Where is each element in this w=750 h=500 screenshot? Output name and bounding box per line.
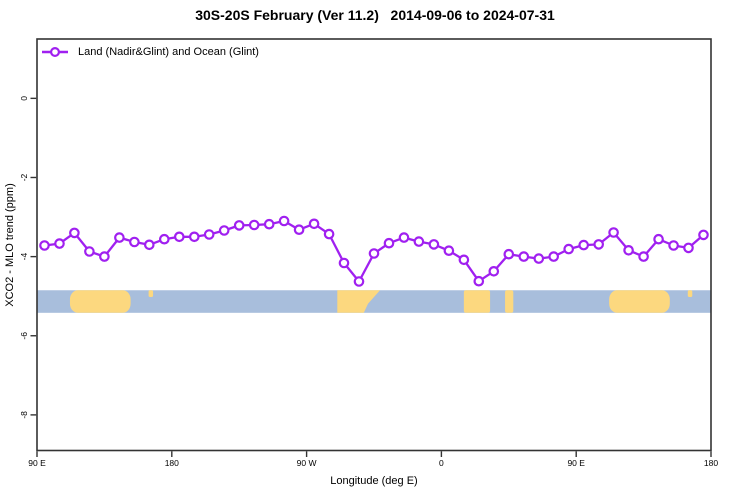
data-point-marker <box>174 231 185 243</box>
y-axis-title: XCO2 - MLO trend (ppm) <box>4 183 16 307</box>
data-point-marker <box>578 239 589 251</box>
data-point-marker <box>428 239 440 250</box>
legend-label: Land (Nadir&Glint) and Ocean (Glint) <box>78 46 259 58</box>
data-point-marker <box>84 246 95 257</box>
data-point-marker <box>69 227 80 239</box>
data-point-marker <box>338 257 350 269</box>
map-band-land-new-caledonia-repeat <box>687 290 693 298</box>
data-point-marker <box>683 242 694 254</box>
x-axis-tick-label: 180 <box>165 458 179 468</box>
data-point-marker <box>398 232 410 243</box>
data-point-marker <box>129 236 140 248</box>
data-point-marker <box>308 218 320 230</box>
map-band-land-australia <box>69 290 131 313</box>
data-point-marker <box>278 215 290 227</box>
data-point-marker <box>248 219 260 231</box>
map-band-land-madagascar <box>505 290 514 313</box>
data-point-marker <box>473 275 485 287</box>
data-point-marker <box>443 245 455 256</box>
y-axis-tick-label: -6 <box>19 332 29 340</box>
map-band-land-australia-repeat <box>609 290 670 313</box>
data-point-marker <box>114 232 125 243</box>
data-point-marker <box>413 236 425 247</box>
data-point-marker <box>263 218 275 230</box>
chart-title: 30S-20S February (Ver 11.2) 2014-09-06 t… <box>195 7 555 23</box>
data-point-marker <box>668 240 679 251</box>
data-point-marker <box>323 228 335 240</box>
data-point-marker <box>218 225 230 236</box>
data-point-marker <box>623 245 634 256</box>
map-band-ocean <box>37 290 711 313</box>
data-point-marker <box>383 237 395 249</box>
y-axis-tick-label: -2 <box>19 173 29 181</box>
legend-line-marker-icon <box>42 46 68 58</box>
y-axis-tick-label: 0 <box>19 96 29 101</box>
y-axis-tick-label: -8 <box>19 411 29 419</box>
data-point-marker <box>144 239 155 251</box>
data-point-marker <box>458 254 470 266</box>
map-band-land-new-caledonia <box>148 290 154 298</box>
x-axis-tick-label: 90 W <box>297 458 317 468</box>
y-axis-tick-label: -4 <box>19 253 29 261</box>
x-axis-tick-label: 0 <box>439 458 444 468</box>
data-point-marker <box>533 253 545 264</box>
data-point-marker <box>353 276 365 287</box>
data-point-marker <box>159 233 170 245</box>
data-point-marker <box>698 229 709 241</box>
legend: Land (Nadir&Glint) and Ocean (Glint) <box>41 46 259 58</box>
data-point-marker <box>608 227 619 238</box>
data-point-marker <box>54 238 65 249</box>
data-point-marker <box>563 243 574 255</box>
data-point-marker <box>518 251 530 262</box>
map-band-land-south-america <box>337 290 380 313</box>
map-band-land-africa <box>463 290 491 313</box>
data-point-marker <box>293 224 305 235</box>
plot-border <box>36 38 712 452</box>
x-axis-title: Longitude (deg E) <box>330 475 418 487</box>
data-point-marker <box>189 231 200 243</box>
x-axis-tick-label: 180 <box>704 458 718 468</box>
data-point-marker <box>503 248 515 260</box>
data-point-marker <box>99 251 110 262</box>
data-point-marker <box>233 220 245 231</box>
data-point-marker <box>368 248 380 259</box>
data-point-marker <box>593 239 604 250</box>
x-axis-tick-label: 90 E <box>567 458 585 468</box>
data-point-marker <box>488 265 500 277</box>
x-axis-tick-label: 90 E <box>28 458 46 468</box>
data-point-marker <box>653 233 664 245</box>
data-point-marker <box>39 240 50 251</box>
data-point-marker <box>548 251 559 262</box>
data-point-marker <box>638 251 649 262</box>
data-point-marker <box>203 229 215 240</box>
